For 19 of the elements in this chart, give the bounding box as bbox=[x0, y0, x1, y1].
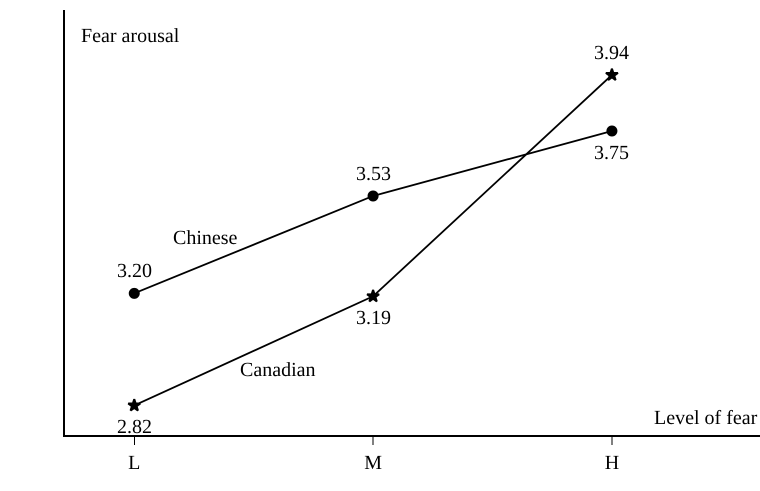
x-axis-title: Level of fear bbox=[654, 407, 758, 429]
y-axis-title: Fear arousal bbox=[81, 25, 180, 47]
point bbox=[128, 288, 140, 299]
data-label: 3.53 bbox=[356, 163, 391, 185]
data-label: 3.94 bbox=[594, 42, 629, 64]
x-tick-label: M bbox=[364, 452, 382, 474]
series-label: Chinese bbox=[173, 227, 238, 249]
x-tick-label: L bbox=[128, 452, 140, 474]
data-label: 3.19 bbox=[356, 307, 391, 329]
point bbox=[366, 288, 380, 302]
point bbox=[604, 68, 619, 82]
series-label: Canadian bbox=[240, 359, 316, 381]
data-label: 3.75 bbox=[594, 142, 629, 164]
data-label: 2.82 bbox=[117, 416, 152, 438]
data-label: 3.20 bbox=[117, 260, 152, 282]
point bbox=[606, 126, 618, 137]
point bbox=[368, 190, 379, 202]
point bbox=[127, 398, 142, 412]
x-tick-label: H bbox=[604, 452, 620, 474]
